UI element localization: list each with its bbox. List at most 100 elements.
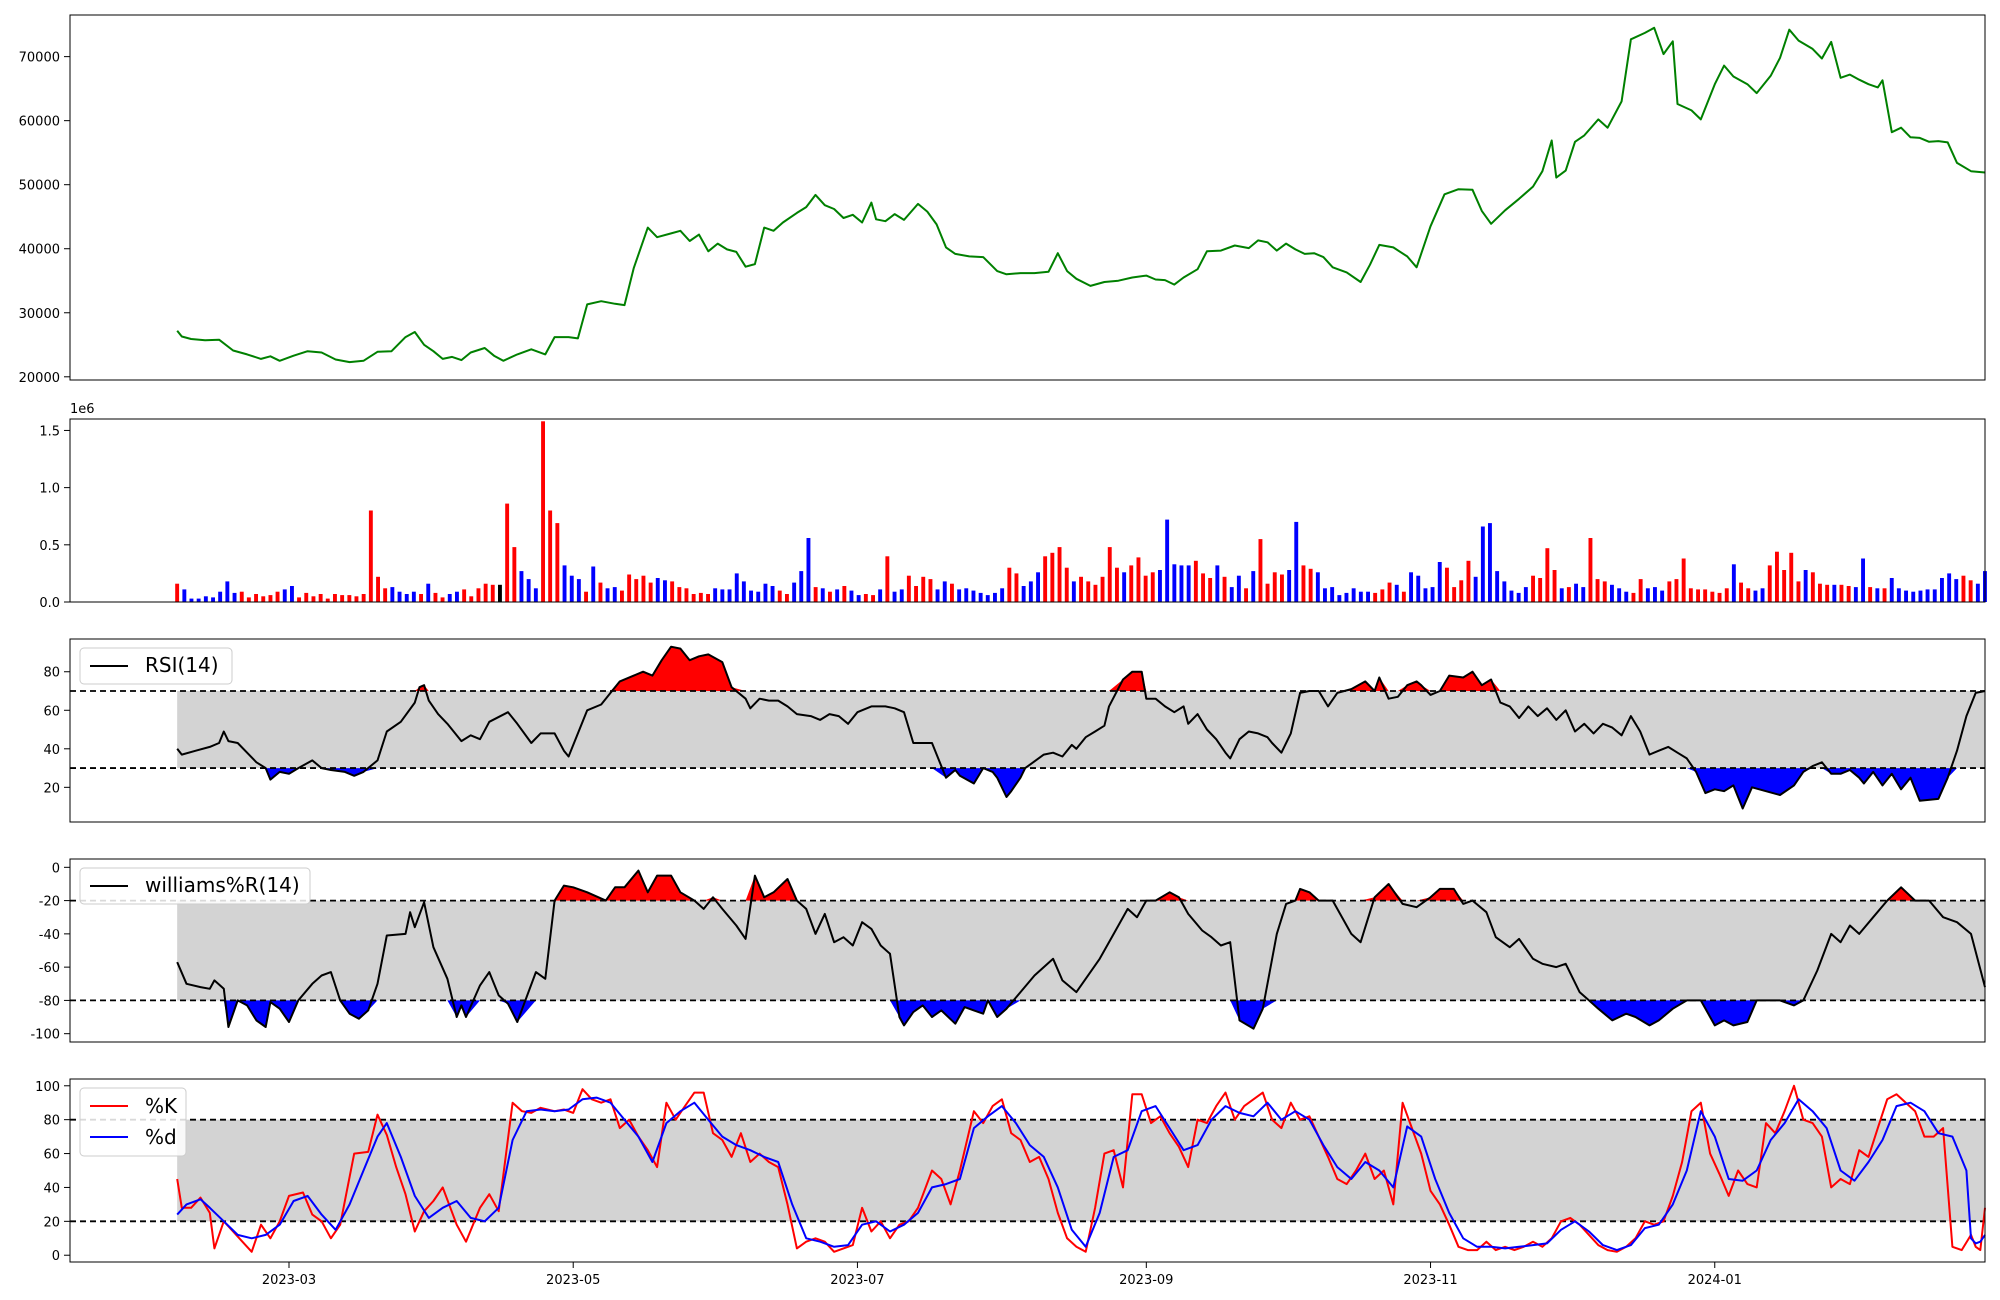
volume-bar [914, 586, 918, 602]
price-ytick-label: 60000 [19, 115, 60, 130]
volume-panel: 0.0 0.5 1.0 1.5 1e6 [39, 402, 1987, 611]
volume-bar [1287, 570, 1292, 602]
volume-ytick-label: 0.5 [39, 539, 60, 554]
volume-bar [455, 591, 459, 602]
stoch-neutral-band [177, 1119, 1986, 1222]
volume-bar [1366, 591, 1370, 602]
stoch-ytick-label: 0 [52, 1249, 60, 1264]
volume-bar [1229, 587, 1234, 602]
volume-bar [1853, 587, 1858, 602]
volume-bar [1832, 584, 1837, 602]
volume-bar [548, 510, 553, 602]
volume-bar [541, 421, 545, 602]
volume-bar [1674, 579, 1679, 602]
volume-bar [1932, 589, 1937, 602]
volume-bar [849, 590, 854, 602]
volume-ytick-label: 0.0 [39, 596, 60, 611]
volume-bar [419, 594, 423, 602]
volume-bar [1961, 575, 1966, 602]
volume-bar [1208, 578, 1213, 602]
stoch-legend-d-label: %d [145, 1125, 177, 1149]
volume-bar [1222, 576, 1227, 602]
volume-bar [1323, 588, 1327, 602]
volume-bar [584, 591, 588, 602]
volume-bar [1502, 581, 1507, 602]
volume-bar [1423, 588, 1428, 602]
volume-bar [426, 583, 431, 602]
volume-bar [1466, 560, 1471, 602]
volume-bar [1753, 590, 1758, 602]
volume-bar [670, 581, 675, 602]
volume-bar [1610, 584, 1614, 602]
volume-bar [627, 574, 632, 602]
stoch-legend-k-label: %K [145, 1094, 178, 1118]
volume-bar [741, 581, 746, 602]
stoch-series-d-line [176, 1096, 1986, 1252]
volume-bar [1115, 567, 1119, 602]
volume-bar [1358, 591, 1363, 602]
volume-bar [383, 588, 388, 602]
volume-bar [490, 584, 495, 602]
volume-bar [1488, 523, 1492, 602]
volume-bar [713, 588, 718, 602]
x-tick-label: 2023-05 [546, 1273, 600, 1288]
volume-bar [354, 596, 359, 602]
volume-bar [828, 591, 832, 602]
volume-bar [1057, 547, 1062, 602]
volume-bar [605, 588, 610, 602]
volume-bar [1380, 589, 1385, 602]
x-axis: 2023-03 2023-05 2023-07 2023-09 2023-11 2024-… [262, 1262, 1742, 1288]
rsi-marks [70, 645, 1986, 810]
volume-bar [993, 592, 997, 602]
volume-bar [282, 589, 287, 602]
volume-bar [978, 592, 983, 602]
volume-bar [813, 587, 818, 602]
volume-bar [1789, 552, 1794, 602]
volume-bar [942, 581, 947, 602]
volume-bar [1882, 588, 1887, 602]
volume-bar [1107, 547, 1112, 602]
volume-bar [333, 594, 337, 602]
volume-bar [203, 596, 208, 602]
williams-ytick-label: 0 [52, 861, 60, 876]
volume-axes-frame [69, 418, 1986, 603]
volume-bar [1925, 589, 1930, 602]
volume-bar [297, 597, 301, 602]
volume-bar [361, 594, 366, 602]
rsi-overbought-fill [177, 646, 1986, 692]
volume-bar [1846, 586, 1851, 602]
volume-bar [1975, 583, 1980, 602]
volume-bar [856, 595, 861, 602]
stoch-ytick-label: 20 [43, 1215, 60, 1230]
volume-ytick-label: 1.5 [39, 424, 60, 439]
stoch-ytick-label: 60 [43, 1148, 60, 1163]
volume-bar [232, 592, 237, 602]
volume-bar [1079, 576, 1083, 602]
volume-bar [1667, 581, 1672, 602]
volume-bar [906, 575, 911, 602]
williams-panel: 0 -20 -40 -60 -80 -100 williams%R(14) [30, 858, 1986, 1043]
volume-bar [1158, 570, 1162, 602]
volume-ytick-label: 1.0 [39, 482, 60, 497]
volume-bar [1523, 587, 1528, 602]
volume-bar [612, 587, 617, 602]
rsi-ytick-label: 20 [43, 781, 60, 796]
volume-bar [440, 597, 445, 602]
volume-bar [1911, 591, 1916, 602]
volume-bar [1825, 584, 1830, 602]
price-ytick-label: 70000 [19, 51, 60, 66]
volume-bar [447, 594, 452, 602]
price-marks [176, 26, 1986, 364]
volume-bar [1351, 588, 1356, 602]
williams-series-line [176, 869, 1986, 1030]
volume-bar [1710, 591, 1715, 602]
volume-bar [835, 589, 840, 602]
volume-bar [1193, 560, 1198, 602]
volume-bar [1344, 592, 1349, 602]
rsi-series-line [176, 645, 1986, 810]
volume-bar [1696, 589, 1700, 602]
volume-bar [225, 581, 230, 602]
williams-legend-box [79, 867, 311, 905]
volume-bar [1760, 588, 1765, 602]
